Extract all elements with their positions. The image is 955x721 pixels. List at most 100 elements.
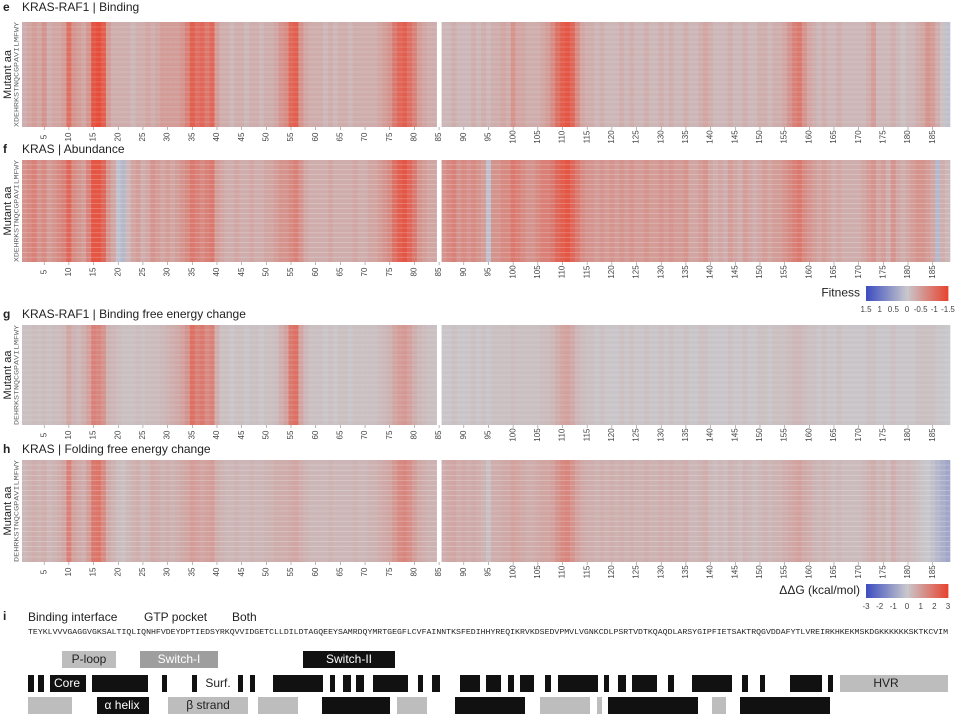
colorbar-step <box>933 584 937 598</box>
sequence: TEYKLVVVGAGGVGKSALTIQLIQNHFVDEYDPTIEDSYR… <box>28 629 948 637</box>
heat-column <box>303 22 309 127</box>
heat-column <box>110 460 117 562</box>
x-tick-label: 145 <box>730 428 739 442</box>
panel-label: g <box>3 307 10 321</box>
heat-column <box>81 22 87 127</box>
heat-column <box>505 460 511 562</box>
colorbar-step <box>882 584 885 598</box>
heat-column <box>668 160 674 262</box>
core-bar <box>92 675 148 692</box>
heat-column <box>115 22 122 127</box>
heat-column <box>915 160 921 262</box>
heat-column <box>703 460 709 562</box>
colorbar-step <box>872 286 875 301</box>
colorbar-tick-label: 0 <box>905 602 910 611</box>
colorbar-tick-label: -1.5 <box>941 305 955 314</box>
heat-column <box>367 325 373 425</box>
heat-column <box>713 22 719 127</box>
heat-column <box>604 325 610 425</box>
heat-column <box>792 325 798 425</box>
heat-column <box>579 22 586 127</box>
colorbar-step <box>945 584 949 598</box>
x-tick-label: 15 <box>89 267 98 276</box>
colorbar-step <box>915 286 918 301</box>
heat-column <box>550 325 556 425</box>
heat-column <box>560 22 566 127</box>
heat-column <box>382 22 388 127</box>
heat-column <box>486 160 492 262</box>
heat-column <box>209 325 215 425</box>
heat-column <box>821 160 827 262</box>
colorbar-step <box>886 286 889 301</box>
heat-column <box>421 325 428 425</box>
heat-column <box>890 325 897 425</box>
heat-column <box>624 160 630 262</box>
x-tick-label: 160 <box>804 428 813 442</box>
region-box <box>303 651 395 668</box>
region-label: P-loop <box>72 652 107 666</box>
heat-column <box>520 460 526 562</box>
heat-column <box>347 160 354 262</box>
heat-column <box>441 460 447 562</box>
heat-column <box>515 325 521 425</box>
heat-column <box>920 460 926 562</box>
heat-column <box>658 460 665 562</box>
colorbar-step <box>870 286 873 301</box>
heat-column <box>831 22 837 127</box>
heat-column <box>91 460 97 562</box>
heat-column <box>392 22 398 127</box>
heat-column <box>165 325 171 425</box>
heat-column <box>219 22 225 127</box>
panel-title: KRAS-RAF1 | Binding free energy change <box>22 307 246 321</box>
heat-column <box>787 460 793 562</box>
heat-column <box>718 325 724 425</box>
heat-column <box>846 460 852 562</box>
heat-column <box>249 460 255 562</box>
heat-column <box>683 22 689 127</box>
heat-column <box>155 160 161 262</box>
heat-column <box>328 325 334 425</box>
heat-column <box>249 22 255 127</box>
heat-column <box>574 460 581 562</box>
heat-column <box>900 160 906 262</box>
heat-column <box>471 160 477 262</box>
heat-column <box>184 22 191 127</box>
surface-label: Surf. <box>205 676 230 690</box>
heat-column <box>461 160 467 262</box>
x-tick-label: 60 <box>311 567 320 576</box>
colorbar-step <box>909 584 912 598</box>
heat-column <box>782 325 788 425</box>
heat-column <box>209 22 215 127</box>
heat-column <box>115 160 122 262</box>
x-tick-label: 20 <box>113 567 122 576</box>
colorbar-step <box>913 286 916 301</box>
region-label: Switch-II <box>326 652 372 666</box>
heat-column <box>555 325 561 425</box>
core-bar <box>192 675 197 692</box>
colorbar-step <box>892 584 896 598</box>
heat-column <box>298 460 304 562</box>
heat-column <box>737 325 743 425</box>
x-tick-label: 160 <box>804 265 813 279</box>
x-tick-label: 90 <box>459 267 468 276</box>
x-tick-label: 165 <box>829 130 838 144</box>
heat-column <box>624 325 630 425</box>
x-tick-label: 145 <box>730 565 739 579</box>
heat-column <box>130 160 136 262</box>
heat-column <box>875 460 882 562</box>
colorbar-label: Fitness <box>821 286 860 300</box>
heat-column <box>466 325 472 425</box>
colorbar-step <box>919 286 922 301</box>
heat-column <box>293 460 299 562</box>
heat-column <box>402 160 408 262</box>
x-tick-label: 180 <box>903 130 912 144</box>
legend-entry: Binding interface <box>28 610 118 624</box>
heat-column <box>372 460 378 562</box>
x-tick-label: 115 <box>582 130 591 143</box>
x-tick-label: 125 <box>632 265 641 279</box>
heat-column <box>945 22 951 127</box>
heat-column <box>910 325 916 425</box>
heat-column <box>945 460 951 562</box>
heat-column <box>841 160 847 262</box>
heat-column <box>303 160 309 262</box>
